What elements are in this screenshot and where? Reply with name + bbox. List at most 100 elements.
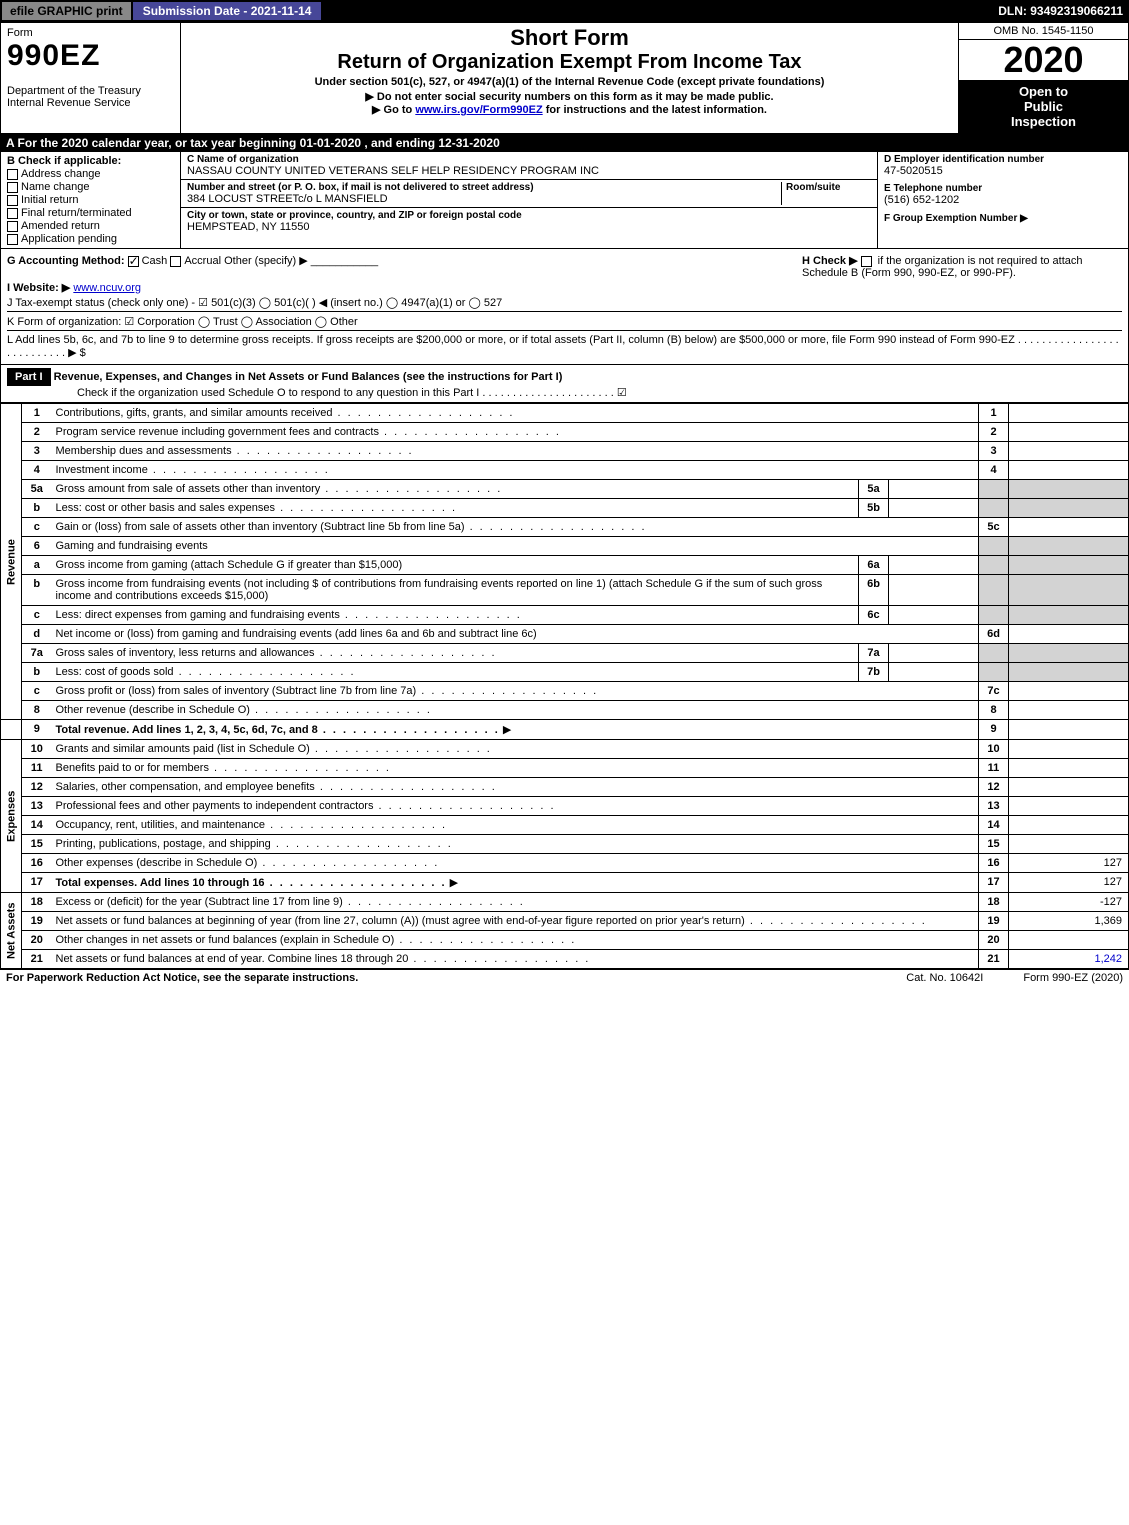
line-16-desc: Other expenses (describe in Schedule O) [56, 857, 440, 869]
line-20-no: 20 [22, 931, 52, 950]
inspect-1: Open to [963, 84, 1124, 99]
line-1-no: 1 [22, 404, 52, 423]
line-6c-no: c [22, 606, 52, 625]
omb-number: OMB No. 1545-1150 [959, 23, 1128, 40]
ein-block: D Employer identification number 47-5020… [884, 154, 1122, 177]
line-21-desc: Net assets or fund balances at end of ye… [56, 953, 591, 965]
cb-cash[interactable] [128, 256, 139, 267]
net-assets-side-label: Net Assets [1, 893, 22, 969]
ein-phone-block: D Employer identification number 47-5020… [878, 152, 1128, 248]
line-5c-final-no: 5c [979, 518, 1009, 537]
line-2-final-no: 2 [979, 423, 1009, 442]
line-3-desc: Membership dues and assessments [56, 445, 414, 457]
line-3-no: 3 [22, 442, 52, 461]
form-number: 990EZ [7, 39, 174, 73]
line-17-desc: Total expenses. Add lines 10 through 16 [56, 877, 447, 889]
ein: 47-5020515 [884, 165, 1122, 177]
irs-link[interactable]: www.irs.gov/Form990EZ [415, 104, 542, 116]
entity-section: B Check if applicable: Address change Na… [0, 152, 1129, 249]
line-7b-desc: Less: cost of goods sold [56, 666, 356, 678]
line-5a-desc: Gross amount from sale of assets other t… [56, 483, 503, 495]
expenses-side-label: Expenses [1, 740, 22, 893]
name-address-block: C Name of organization NASSAU COUNTY UNI… [181, 152, 878, 248]
phone-block: E Telephone number (516) 652-1202 [884, 183, 1122, 206]
line-15-desc: Printing, publications, postage, and shi… [56, 838, 453, 850]
cb-address-change[interactable]: Address change [7, 168, 174, 180]
accounting-other: Other (specify) ▶ [224, 255, 308, 267]
org-name-label: C Name of organization [187, 154, 871, 165]
title-return: Return of Organization Exempt From Incom… [189, 51, 950, 74]
line-7b-sub-val [889, 663, 979, 682]
line-17-no: 17 [22, 873, 52, 893]
department: Department of the Treasury Internal Reve… [7, 85, 174, 109]
check-if-applicable: B Check if applicable: Address change Na… [1, 152, 181, 248]
row-i-label: I Website: ▶ [7, 282, 70, 294]
row-h-label: H Check ▶ [802, 255, 858, 267]
arrow-icon: ▶ [503, 724, 511, 736]
line-1-desc: Contributions, gifts, grants, and simila… [56, 407, 515, 419]
line-8-no: 8 [22, 701, 52, 720]
shade-6b-val [1009, 575, 1129, 606]
shade-7a-val [1009, 644, 1129, 663]
line-2-desc: Program service revenue including govern… [56, 426, 561, 438]
shade-7b-val [1009, 663, 1129, 682]
cb-application-pending[interactable]: Application pending [7, 233, 174, 245]
line-14-desc: Occupancy, rent, utilities, and maintena… [56, 819, 448, 831]
city: HEMPSTEAD, NY 11550 [187, 221, 871, 233]
gross-receipts-note: L Add lines 5b, 6c, and 7b to line 9 to … [7, 330, 1122, 359]
ein-label: D Employer identification number [884, 154, 1122, 165]
line-19-final-no: 19 [979, 912, 1009, 931]
line-9-desc: Total revenue. Add lines 1, 2, 3, 4, 5c,… [56, 724, 500, 736]
cb-accrual[interactable] [170, 256, 181, 267]
line-7c-val [1009, 682, 1129, 701]
revenue-side-label: Revenue [1, 404, 22, 720]
cb-initial-return[interactable]: Initial return [7, 194, 174, 206]
line-8-val [1009, 701, 1129, 720]
line-7a-sub-no: 7a [859, 644, 889, 663]
line-12-desc: Salaries, other compensation, and employ… [56, 781, 497, 793]
line-6d-desc: Net income or (loss) from gaming and fun… [52, 625, 979, 644]
line-12-final-no: 12 [979, 778, 1009, 797]
line-7a-sub-val [889, 644, 979, 663]
line-6b-sub-val [889, 575, 979, 606]
room-suite-label: Room/suite [786, 182, 871, 193]
cb-amended-return[interactable]: Amended return [7, 220, 174, 232]
line-2-val [1009, 423, 1129, 442]
line-6d-final-no: 6d [979, 625, 1009, 644]
efile-print-button[interactable]: efile GRAPHIC print [2, 2, 131, 20]
website-link[interactable]: www.ncuv.org [73, 282, 141, 294]
line-7c-desc: Gross profit or (loss) from sales of inv… [56, 685, 599, 697]
city-row: City or town, state or province, country… [181, 208, 877, 235]
line-10-desc: Grants and similar amounts paid (list in… [56, 743, 492, 755]
line-4-no: 4 [22, 461, 52, 480]
footer-center: Cat. No. 10642I [906, 972, 983, 984]
line-15-no: 15 [22, 835, 52, 854]
cb-schedule-b[interactable] [861, 256, 872, 267]
cb-final-return[interactable]: Final return/terminated [7, 207, 174, 219]
line-5b-no: b [22, 499, 52, 518]
subtitle-section: Under section 501(c), 527, or 4947(a)(1)… [189, 76, 950, 88]
period-bar: A For the 2020 calendar year, or tax yea… [0, 134, 1129, 152]
line-7b-no: b [22, 663, 52, 682]
line-19-no: 19 [22, 912, 52, 931]
line-18-val: -127 [1009, 893, 1129, 912]
line-21-final-no: 21 [979, 950, 1009, 969]
line-13-desc: Professional fees and other payments to … [56, 800, 556, 812]
line-11-final-no: 11 [979, 759, 1009, 778]
line-5c-val [1009, 518, 1129, 537]
line-11-desc: Benefits paid to or for members [56, 762, 392, 774]
cb-name-change[interactable]: Name change [7, 181, 174, 193]
line-7a-desc: Gross sales of inventory, less returns a… [56, 647, 497, 659]
line-15-val [1009, 835, 1129, 854]
line-5a-sub-no: 5a [859, 480, 889, 499]
line-12-no: 12 [22, 778, 52, 797]
inspect-2: Public [963, 99, 1124, 114]
open-to-public: Open to Public Inspection [959, 80, 1128, 133]
line-6b-sub-no: 6b [859, 575, 889, 606]
line-18-desc: Excess or (deficit) for the year (Subtra… [56, 896, 525, 908]
line-6a-sub-no: 6a [859, 556, 889, 575]
line-13-val [1009, 797, 1129, 816]
shade-7a [979, 644, 1009, 663]
line-5b-sub-val [889, 499, 979, 518]
line-7b-sub-no: 7b [859, 663, 889, 682]
